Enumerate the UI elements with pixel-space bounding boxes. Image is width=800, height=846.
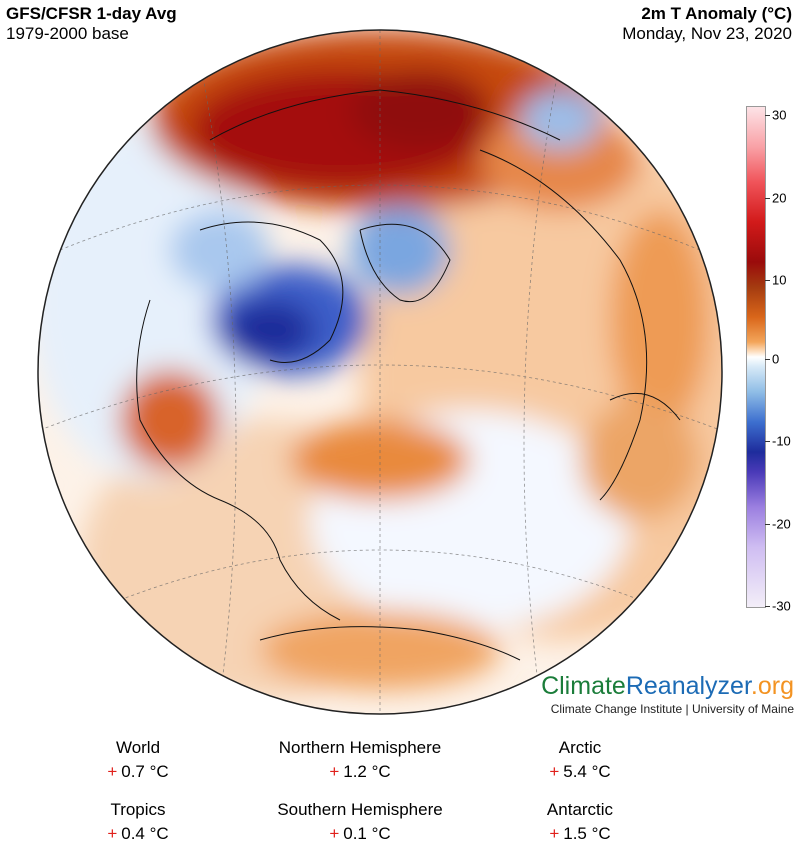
plus-sign: +	[329, 762, 340, 781]
baseline-subtitle: 1979-2000 base	[6, 24, 129, 43]
stat-tropics: Tropics +0.4 °C	[28, 800, 248, 844]
stat-value: 0.4 °C	[121, 824, 169, 843]
variable-title: 2m T Anomaly (°C)	[641, 4, 792, 23]
plus-sign: +	[107, 762, 118, 781]
plus-sign: +	[107, 824, 118, 843]
colorbar-tick: 0	[772, 351, 780, 367]
stat-name: Arctic	[558, 738, 602, 757]
stat-name: World	[115, 738, 161, 757]
stat-value: 1.2 °C	[343, 762, 391, 781]
colorbar-tick: -30	[772, 598, 791, 614]
brand-part-climate: Climate	[541, 672, 626, 700]
brand-part-org: .org	[750, 672, 794, 700]
brand-subtitle: Climate Change Institute | University of…	[550, 702, 794, 716]
plus-sign: +	[329, 824, 340, 843]
stat-name: Southern Hemisphere	[277, 800, 443, 819]
colorbar: 30 20 10 0 -10 -20 -30	[746, 106, 791, 614]
stat-value: 1.5 °C	[563, 824, 611, 843]
colorbar-tick: 30	[772, 107, 787, 123]
stat-name: Tropics	[110, 800, 166, 819]
date-label: Monday, Nov 23, 2020	[622, 24, 792, 43]
colorbar-tick: -20	[772, 516, 791, 532]
stat-value: 0.1 °C	[343, 824, 391, 843]
plus-sign: +	[549, 824, 560, 843]
stat-northern-hemisphere: Northern Hemisphere +1.2 °C	[250, 738, 470, 782]
brand-logo[interactable]: ClimateReanalyzer.org	[541, 672, 794, 701]
stat-value: 0.7 °C	[121, 762, 169, 781]
stat-arctic: Arctic +5.4 °C	[470, 738, 690, 782]
stat-antarctic: Antarctic +1.5 °C	[470, 800, 690, 844]
model-title: GFS/CFSR 1-day Avg	[6, 4, 177, 23]
stat-southern-hemisphere: Southern Hemisphere +0.1 °C	[250, 800, 470, 844]
colorbar-gradient	[746, 106, 766, 608]
stat-value: 5.4 °C	[563, 762, 611, 781]
brand-part-reanalyzer: Reanalyzer	[625, 672, 751, 700]
stat-name: Northern Hemisphere	[278, 738, 442, 757]
stat-world: World +0.7 °C	[28, 738, 248, 782]
colorbar-tick: 20	[772, 190, 787, 206]
stat-name: Antarctic	[546, 800, 614, 819]
colorbar-tick: -10	[772, 433, 791, 449]
plus-sign: +	[549, 762, 560, 781]
colorbar-tick: 10	[772, 272, 787, 288]
